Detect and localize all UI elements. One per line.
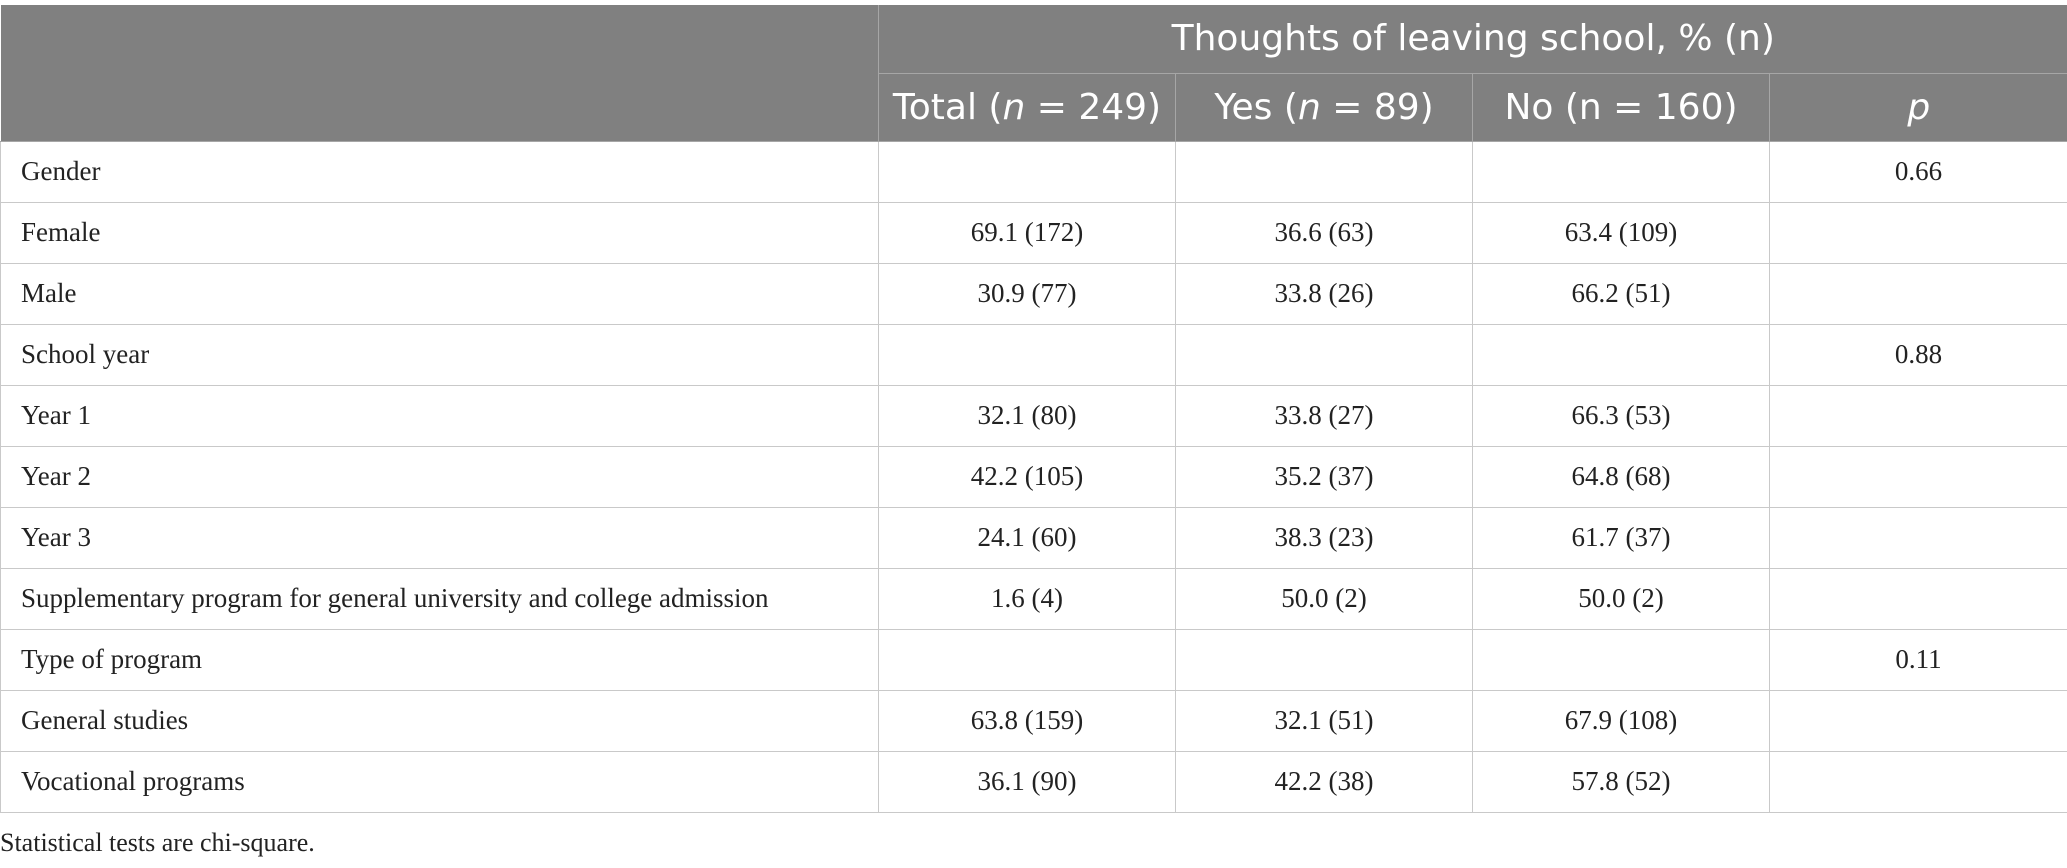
row-label: Year 3 [0,506,879,569]
cell-total: 63.8 (159) [878,689,1176,752]
cell-yes: 32.1 (51) [1175,689,1473,752]
cell-total [878,628,1176,691]
cell-total: 24.1 (60) [878,506,1176,569]
table-row: Type of program 0.11 [0,628,2067,691]
cell-yes: 38.3 (23) [1175,506,1473,569]
data-table: Thoughts of leaving school, % (n) Total … [0,5,2067,813]
table-row: Year 1 32.1 (80) 33.8 (27) 66.3 (53) [0,384,2067,447]
cell-no: 66.2 (51) [1472,262,1770,325]
cell-no [1472,323,1770,386]
cell-yes: 33.8 (26) [1175,262,1473,325]
header-group-title: Thoughts of leaving school, % (n) [877,5,2067,74]
cell-p: 0.11 [1768,628,2067,691]
cell-yes: 35.2 (37) [1175,445,1473,508]
cell-no: 64.8 (68) [1472,445,1770,508]
cell-p [1768,445,2067,508]
table-row: Supplementary program for general univer… [0,567,2067,630]
cell-p [1768,506,2067,569]
cell-yes [1175,323,1473,386]
row-label: School year [0,323,879,386]
cell-no: 63.4 (109) [1472,201,1770,264]
cell-total: 36.1 (90) [878,750,1176,813]
cell-no [1472,628,1770,691]
row-label: General studies [0,689,879,752]
cell-yes [1175,628,1473,691]
cell-yes: 36.6 (63) [1175,201,1473,264]
row-label: Year 2 [0,445,879,508]
table-row: Male 30.9 (77) 33.8 (26) 66.2 (51) [0,262,2067,325]
row-label: Male [0,262,879,325]
cell-yes: 42.2 (38) [1175,750,1473,813]
cell-p [1768,262,2067,325]
row-label: Vocational programs [0,750,879,813]
table-row: Gender 0.66 [0,140,2067,203]
row-label: Gender [0,140,879,203]
cell-total: 32.1 (80) [878,384,1176,447]
column-header-total: Total (n = 249) [878,73,1176,142]
column-header-no: No (n = 160) [1472,73,1770,142]
header-blank-cell [0,5,879,142]
table-body: Gender 0.66 Female 69.1 (172) 36.6 (63) … [0,140,2067,813]
cell-p [1768,567,2067,630]
column-header-p: p [1768,73,2067,142]
table-row: School year 0.88 [0,323,2067,386]
cell-no: 67.9 (108) [1472,689,1770,752]
table-row: Female 69.1 (172) 36.6 (63) 63.4 (109) [0,201,2067,264]
column-header-yes: Yes (n = 89) [1175,73,1473,142]
cell-yes: 33.8 (27) [1175,384,1473,447]
cell-no [1472,140,1770,203]
cell-total: 42.2 (105) [878,445,1176,508]
table-row: Year 3 24.1 (60) 38.3 (23) 61.7 (37) [0,506,2067,569]
cell-p [1768,384,2067,447]
cell-total: 30.9 (77) [878,262,1176,325]
table-header: Thoughts of leaving school, % (n) Total … [0,5,2067,142]
table-row: Year 2 42.2 (105) 35.2 (37) 64.8 (68) [0,445,2067,508]
row-label: Type of program [0,628,879,691]
cell-yes [1175,140,1473,203]
cell-no: 61.7 (37) [1472,506,1770,569]
cell-no: 66.3 (53) [1472,384,1770,447]
table-row: General studies 63.8 (159) 32.1 (51) 67.… [0,689,2067,752]
cell-yes: 50.0 (2) [1175,567,1473,630]
cell-no: 50.0 (2) [1472,567,1770,630]
table-row: Vocational programs 36.1 (90) 42.2 (38) … [0,750,2067,813]
cell-p: 0.66 [1768,140,2067,203]
cell-p [1768,689,2067,752]
row-label: Year 1 [0,384,879,447]
cell-p [1768,201,2067,264]
table-footnote: Statistical tests are chi-square. [0,828,315,857]
cell-p: 0.88 [1768,323,2067,386]
cell-total: 69.1 (172) [878,201,1176,264]
header-row-group: Thoughts of leaving school, % (n) [0,5,2067,142]
cell-p [1768,750,2067,813]
cell-total [878,140,1176,203]
header-row-columns: Total (n = 249) Yes (n = 89) No (n = 160… [1,73,2067,142]
cell-total [878,323,1176,386]
row-label: Supplementary program for general univer… [0,567,879,630]
row-label: Female [0,201,879,264]
cell-no: 57.8 (52) [1472,750,1770,813]
cell-total: 1.6 (4) [878,567,1176,630]
